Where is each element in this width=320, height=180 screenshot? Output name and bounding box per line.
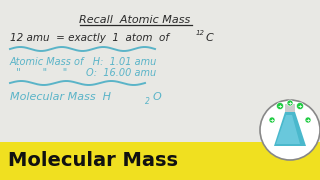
Text: Molecular Mass: Molecular Mass: [8, 152, 178, 170]
Polygon shape: [276, 115, 300, 144]
Circle shape: [276, 102, 284, 109]
Text: Molecular Mass  H: Molecular Mass H: [10, 92, 111, 102]
Circle shape: [305, 117, 311, 123]
Text: Atomic Mass of   H:  1.01 amu: Atomic Mass of H: 1.01 amu: [10, 57, 157, 67]
Text: +: +: [288, 100, 292, 105]
Text: 12 amu  = exactly  1  atom  of: 12 amu = exactly 1 atom of: [10, 33, 175, 43]
Text: +: +: [270, 118, 274, 123]
Text: +: +: [278, 103, 282, 109]
Circle shape: [260, 100, 320, 160]
Text: Recall  Atomic Mass: Recall Atomic Mass: [79, 15, 191, 25]
Circle shape: [287, 100, 293, 106]
Text: C: C: [206, 33, 214, 43]
Text: 12: 12: [196, 30, 205, 36]
Polygon shape: [274, 112, 306, 146]
Text: O: O: [153, 92, 162, 102]
Circle shape: [297, 102, 303, 109]
Text: "       "     "      O:  16.00 amu: " " " O: 16.00 amu: [10, 68, 156, 78]
Text: 2: 2: [145, 96, 150, 105]
Text: +: +: [306, 118, 310, 123]
Bar: [0, 142, 320, 180]
Circle shape: [269, 117, 275, 123]
Bar: [285, 104, 295, 112]
Text: +: +: [298, 103, 302, 109]
